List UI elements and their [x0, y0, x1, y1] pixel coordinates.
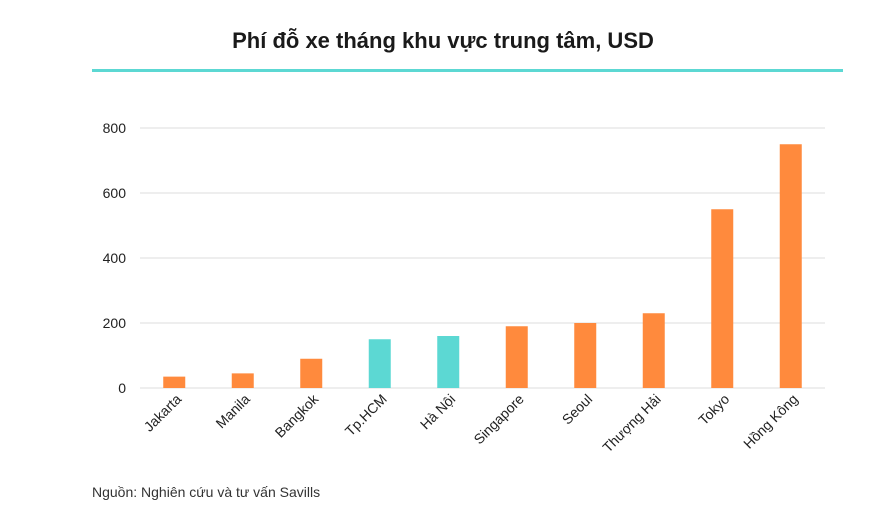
x-tick-label: Singapore	[470, 391, 527, 448]
bar	[505, 326, 528, 388]
x-tick-label: Seoul	[559, 391, 596, 428]
chart-title: Phí đỗ xe tháng khu vực trung tâm, USD	[232, 28, 654, 53]
y-tick-label: 0	[118, 380, 126, 396]
bar	[163, 376, 186, 388]
x-tick-label: Jakarta	[141, 391, 185, 435]
y-tick-label: 400	[103, 250, 127, 266]
bar	[368, 339, 391, 388]
bar	[300, 358, 323, 388]
bar	[711, 209, 734, 388]
x-tick-label: Thượng Hải	[599, 391, 664, 456]
x-tick-label: Tokyo	[695, 391, 732, 428]
title-rule	[92, 69, 843, 72]
x-tick-label: Hồng Kông	[740, 391, 801, 452]
bar	[437, 336, 460, 388]
x-tick-label: Hà Nội	[417, 391, 459, 433]
y-tick-label: 600	[103, 185, 127, 201]
bar	[231, 373, 254, 388]
y-tick-label: 800	[103, 120, 127, 136]
bar	[642, 313, 665, 388]
y-tick-label: 200	[103, 315, 127, 331]
x-tick-label: Bangkok	[272, 390, 323, 441]
x-tick-label: Tp.HCM	[342, 391, 390, 439]
bar-chart: 0 200 400 600 800 Jakarta Manila Bangkok Tp.HCM H…	[103, 120, 825, 456]
x-tick-label: Manila	[212, 391, 253, 432]
source-note: Nguồn: Nghiên cứu và tư vấn Savills	[92, 484, 321, 500]
bar	[574, 323, 597, 388]
bar	[779, 144, 802, 388]
